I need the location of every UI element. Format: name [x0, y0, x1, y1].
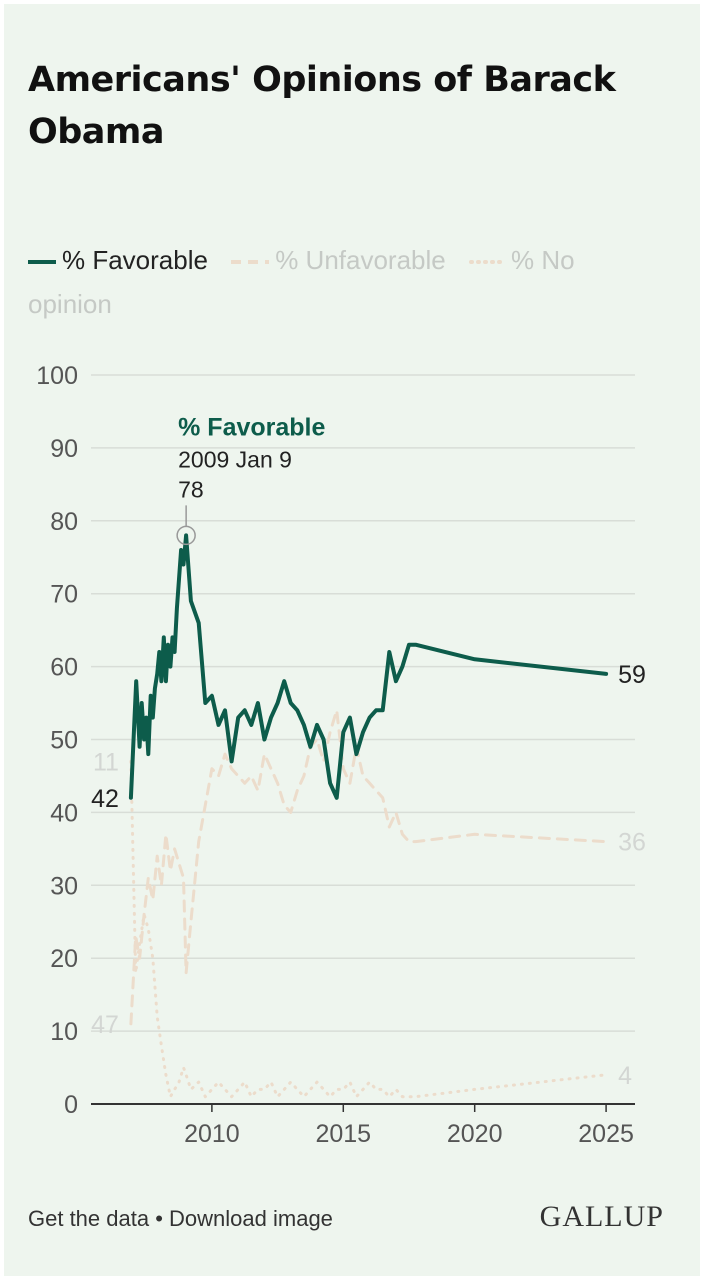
y-tick-label: 10: [50, 1018, 78, 1046]
x-tick-label: 2020: [447, 1120, 503, 1148]
download-image-link[interactable]: Download image: [169, 1206, 333, 1231]
chart-labels: 0 10 20 30 40 50 60 70 80 90 100 2010 2015 2020 2025 11…: [36, 362, 646, 1148]
y-tick-label: 100: [36, 362, 78, 390]
unfavorable-line-start-label: 47: [91, 1011, 119, 1039]
footer-separator: •: [155, 1206, 163, 1231]
favorable-line-end-label: 59: [618, 661, 646, 689]
no-opinion-line-start-label: 11: [93, 748, 119, 776]
gallup-logo: GALLUP: [539, 1200, 664, 1233]
y-tick-label: 20: [50, 945, 78, 973]
y-tick-label: 40: [50, 799, 78, 827]
x-tick-label: 2015: [315, 1120, 371, 1148]
legend-label-unfavorable: % Unfavorable: [275, 245, 446, 275]
no-opinion-line-end-label: 4: [618, 1062, 632, 1090]
line-chart: 0 10 20 30 40 50 60 70 80 90 100 2010 2015 2020 2025 11…: [36, 362, 646, 1148]
legend-label-favorable: % Favorable: [62, 245, 208, 275]
footer: Get the data • Download image GALLUP: [28, 1200, 678, 1233]
y-tick-label: 90: [50, 435, 78, 463]
legend-item-favorable[interactable]: % Favorable: [28, 245, 215, 275]
dashed-line-swatch-icon: [231, 260, 270, 265]
y-tick-label: 30: [50, 872, 78, 900]
y-tick-label: 70: [50, 581, 78, 609]
legend: % Favorable % Unfavorable % No opinion: [28, 238, 668, 326]
no-opinion-line: [129, 759, 608, 1099]
legend-item-no-opinion[interactable]: % No opinion: [28, 245, 575, 319]
solid-line-swatch-icon: [28, 260, 56, 265]
unfavorable-line: [129, 708, 608, 1026]
x-tick-label: 2010: [184, 1120, 240, 1148]
unfavorable-line-end-label: 36: [618, 829, 646, 857]
legend-label-no-opinion: % No opinion: [28, 245, 575, 319]
chart-title: Americans' Opinions of Barack Obama: [28, 60, 616, 152]
annotation-date-label: 2009 Jan 9: [178, 446, 292, 472]
x-tick-label: 2025: [578, 1120, 634, 1148]
get-data-link[interactable]: Get the data: [28, 1206, 150, 1231]
y-tick-label: 50: [50, 727, 78, 755]
annotation-value-label: 78: [178, 476, 204, 502]
legend-item-unfavorable[interactable]: % Unfavorable: [231, 245, 453, 275]
annotation-series-label: % Favorable: [178, 413, 325, 441]
chart-card: Americans' Opinions of Barack Obama % Fa…: [4, 4, 700, 1276]
y-tick-label: 80: [50, 508, 78, 536]
y-tick-label: 0: [64, 1091, 78, 1119]
favorable-line: [128, 533, 609, 800]
y-tick-label: 60: [50, 654, 78, 682]
favorable-line-start-label: 42: [91, 785, 119, 813]
dotted-line-swatch-icon: [468, 260, 507, 265]
grid-lines: [91, 374, 635, 1112]
series-lines: [128, 533, 609, 1099]
